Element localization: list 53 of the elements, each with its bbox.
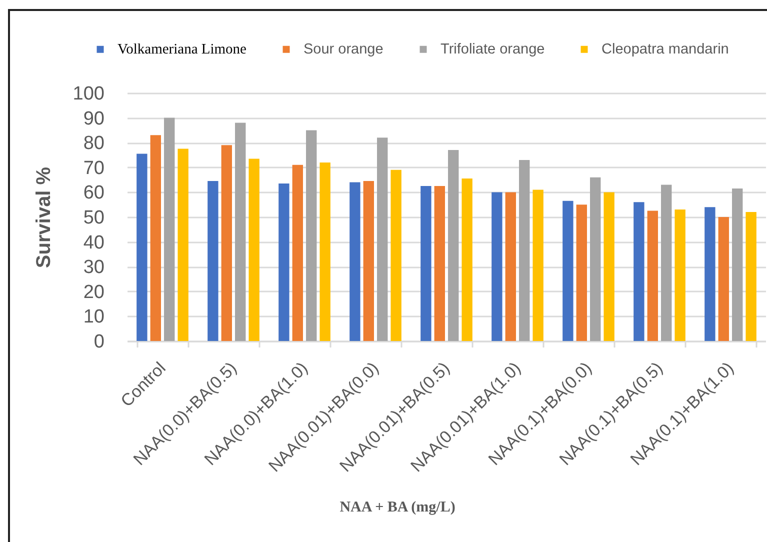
y-tick-label: 90	[83, 108, 104, 130]
bar	[732, 188, 743, 341]
bar	[208, 181, 218, 341]
y-tick-label: 100	[72, 84, 104, 104]
bar	[590, 177, 601, 341]
bar	[178, 148, 188, 341]
bar	[448, 150, 459, 341]
bar	[492, 192, 502, 341]
bar	[519, 160, 530, 341]
bar	[278, 184, 290, 341]
bar	[235, 122, 246, 341]
bar	[150, 135, 161, 341]
y-tick-label: 70	[83, 158, 104, 179]
bar	[576, 204, 587, 341]
y-tick-label: 40	[83, 232, 104, 254]
y-tick-label: 50	[83, 208, 104, 228]
bar	[647, 210, 658, 341]
bar	[292, 164, 303, 341]
bar	[718, 217, 729, 341]
bar	[420, 186, 432, 341]
bar	[221, 145, 232, 341]
bar	[562, 200, 574, 341]
legend-label: Trifoliate orange	[440, 41, 545, 58]
bar	[674, 210, 686, 341]
bar	[164, 118, 175, 341]
bar	[746, 212, 756, 341]
y-tick-label: 30	[83, 257, 104, 278]
y-tick-label: 60	[83, 182, 104, 204]
bar	[136, 154, 148, 341]
y-axis-title: Survival %	[32, 166, 55, 268]
bar	[532, 190, 544, 341]
bar	[704, 207, 716, 341]
legend-label: Cleopatra mandarin	[602, 41, 729, 58]
bar	[390, 170, 402, 341]
bar	[434, 186, 445, 341]
bar	[306, 130, 317, 341]
bar	[604, 192, 614, 341]
bar	[350, 182, 360, 341]
bar	[377, 138, 388, 341]
y-tick-label: 80	[83, 133, 104, 154]
bar	[462, 178, 472, 341]
legend-label: Volkameriana Limone	[118, 41, 246, 58]
y-tick-label: 0	[94, 332, 104, 352]
bar	[661, 184, 672, 341]
y-tick-label: 10	[83, 306, 104, 328]
bar	[634, 202, 644, 341]
legend-label: Sour orange	[304, 41, 384, 58]
y-tick-label: 20	[83, 282, 104, 303]
bar	[320, 162, 330, 341]
bar	[248, 158, 260, 341]
bar	[505, 192, 516, 341]
x-axis-title: NAA + BA (mg/L)	[340, 500, 456, 516]
bar	[363, 181, 374, 341]
